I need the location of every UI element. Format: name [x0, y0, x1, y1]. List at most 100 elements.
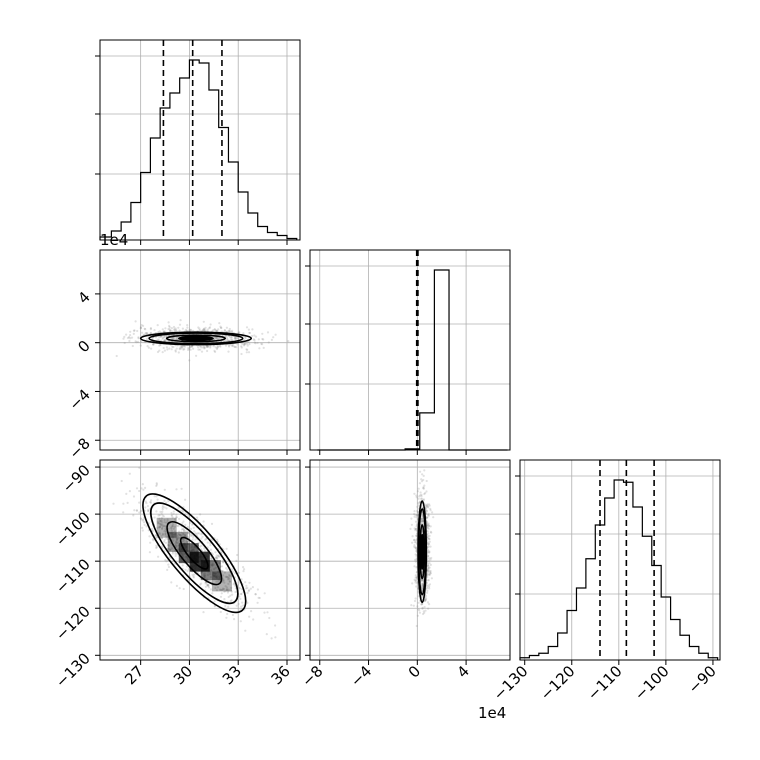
- sample-point: [167, 543, 170, 547]
- sample-point: [135, 341, 138, 344]
- sample-point: [153, 495, 156, 498]
- sample-point: [415, 585, 418, 588]
- sample-point: [160, 534, 163, 537]
- sample-point: [215, 337, 219, 340]
- sample-point: [213, 349, 216, 352]
- sample-point: [164, 531, 167, 534]
- sample-point: [240, 346, 243, 349]
- sample-point: [230, 335, 234, 338]
- sample-point: [248, 589, 251, 592]
- sample-point: [224, 604, 227, 608]
- sample-point: [214, 346, 217, 349]
- sample-point: [162, 515, 165, 518]
- sample-point: [163, 336, 166, 339]
- sample-point: [215, 589, 218, 592]
- sample-point: [419, 497, 423, 500]
- sample-point: [246, 344, 249, 347]
- sample-point: [421, 519, 424, 522]
- sample-point: [122, 502, 125, 505]
- sample-point: [182, 530, 186, 533]
- sample-point: [244, 336, 247, 339]
- y-tick-label: 4: [74, 288, 93, 307]
- sample-point: [413, 513, 416, 516]
- sample-point: [236, 343, 239, 346]
- sample-point: [203, 327, 206, 330]
- sample-point: [420, 517, 423, 521]
- sample-point: [130, 336, 134, 339]
- sample-point: [164, 327, 167, 330]
- sample-point: [221, 587, 225, 590]
- sample-point: [419, 494, 422, 497]
- sample-point: [139, 509, 143, 513]
- sample-point: [148, 535, 151, 538]
- sample-point: [256, 601, 259, 604]
- sample-point: [415, 525, 418, 528]
- sample-point: [422, 486, 425, 489]
- sample-point: [428, 557, 431, 560]
- sample-point: [243, 568, 246, 571]
- sample-point: [147, 509, 150, 512]
- sample-point: [138, 466, 141, 469]
- sample-point: [182, 510, 185, 513]
- sample-point: [415, 494, 418, 497]
- sample-point: [233, 336, 237, 339]
- sample-point: [140, 340, 143, 343]
- sample-point: [416, 582, 419, 585]
- sample-point: [178, 533, 181, 536]
- sample-point: [202, 346, 206, 349]
- sample-point: [216, 586, 219, 589]
- sample-point: [172, 512, 175, 516]
- sample-point: [246, 601, 249, 604]
- sample-point: [191, 538, 194, 541]
- sample-point: [427, 559, 430, 562]
- sample-point: [202, 320, 205, 323]
- density-cell: [200, 560, 221, 581]
- sample-point: [245, 587, 248, 590]
- sample-point: [145, 525, 148, 528]
- sample-point: [167, 327, 170, 331]
- sample-point: [164, 532, 167, 535]
- sample-point: [414, 520, 418, 523]
- sample-point: [128, 339, 131, 343]
- sample-point: [219, 325, 222, 328]
- sample-point: [174, 350, 177, 353]
- sample-point: [427, 579, 430, 582]
- sample-point: [413, 541, 416, 544]
- sample-point: [159, 523, 162, 526]
- sample-point: [216, 556, 219, 559]
- sample-point: [247, 351, 251, 354]
- sample-point: [225, 589, 229, 592]
- sample-point: [219, 610, 222, 614]
- sample-point: [159, 335, 162, 338]
- sample-point: [239, 620, 242, 623]
- sample-point: [155, 544, 158, 547]
- sample-point: [240, 592, 243, 595]
- sample-point: [425, 510, 428, 513]
- sample-point: [178, 537, 181, 540]
- sample-point: [159, 510, 162, 513]
- sample-point: [175, 540, 178, 543]
- sample-point: [163, 521, 166, 524]
- sample-point: [227, 588, 230, 591]
- sample-point: [122, 337, 125, 340]
- sample-point: [215, 557, 218, 560]
- sample-point: [421, 515, 424, 518]
- sample-point: [414, 553, 417, 556]
- sample-point: [414, 574, 417, 577]
- sample-point: [261, 343, 264, 346]
- sample-point: [426, 537, 429, 540]
- sample-point: [209, 558, 212, 561]
- sample-point: [176, 524, 179, 527]
- sample-point: [163, 488, 166, 491]
- y-tick-label: −90: [59, 461, 94, 496]
- sample-point: [144, 332, 147, 335]
- sample-point: [175, 537, 178, 540]
- sample-point: [139, 517, 142, 520]
- sample-point: [147, 508, 150, 511]
- sample-point: [209, 548, 213, 551]
- x-tick-label: 27: [121, 662, 147, 688]
- scatter-panel-0-1: −8 −4 0 4: [65, 249, 301, 463]
- x-tick-label: 0: [405, 662, 424, 681]
- sample-point: [160, 536, 164, 540]
- sample-point: [219, 588, 222, 591]
